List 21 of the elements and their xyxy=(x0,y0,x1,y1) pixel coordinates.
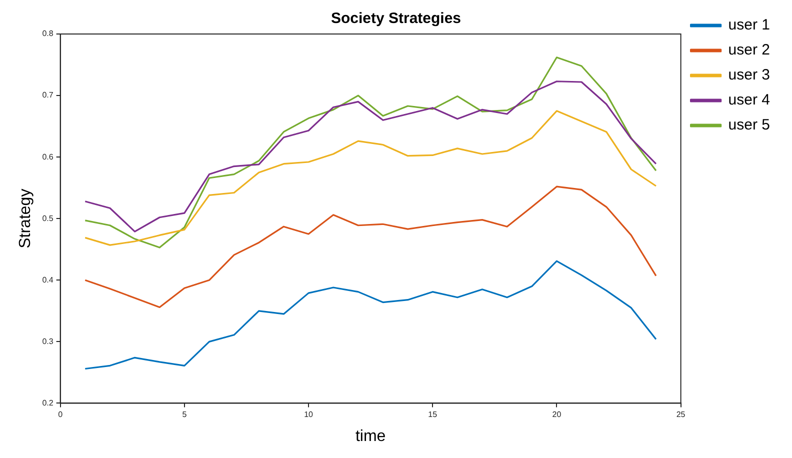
x-tick-label: 0 xyxy=(58,410,64,420)
y-tick-label: 0.3 xyxy=(42,336,54,346)
y-tick-label: 0.6 xyxy=(42,152,54,162)
y-tick-label: 0.7 xyxy=(42,90,54,100)
x-axis-title: time xyxy=(355,428,386,445)
y-tick-label: 0.4 xyxy=(42,275,54,284)
legend-label: user 3 xyxy=(728,66,770,84)
legend-label: user 2 xyxy=(728,42,770,59)
x-tick-label: 5 xyxy=(182,410,188,420)
legend-label: user 1 xyxy=(728,16,770,34)
x-tick-label: 15 xyxy=(428,410,438,420)
legend-label: user 5 xyxy=(728,116,770,134)
x-tick-label: 20 xyxy=(552,410,562,420)
y-axis-title: Strategy xyxy=(17,188,34,248)
x-tick-label: 25 xyxy=(676,410,686,420)
y-tick-label: 0.5 xyxy=(42,214,54,223)
legend-label: user 4 xyxy=(728,92,770,109)
y-tick-label: 0.8 xyxy=(42,29,54,38)
chart-title: Society Strategies xyxy=(330,10,462,28)
x-tick-label: 10 xyxy=(304,410,314,420)
y-tick-label: 0.2 xyxy=(42,398,54,408)
